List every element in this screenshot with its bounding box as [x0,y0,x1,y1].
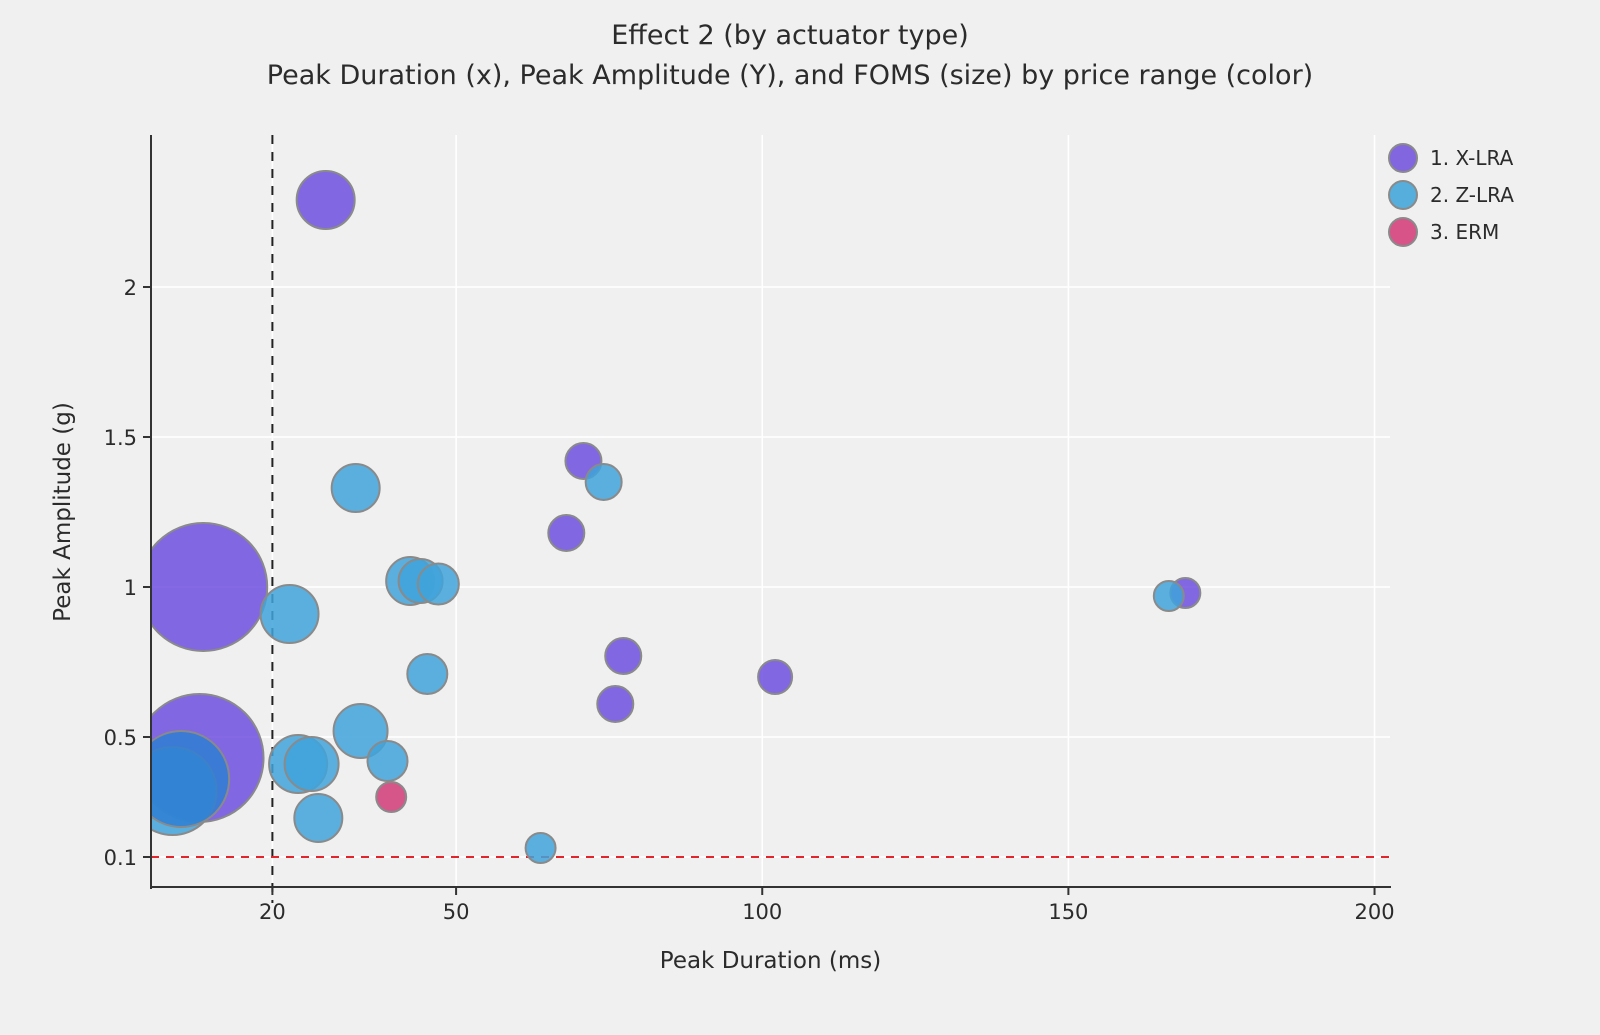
legend-swatch-x-lra [1388,142,1418,173]
x-tick-label: 200 [1354,900,1394,924]
y-tick-label: 0.5 [104,726,137,750]
bubble-z-lra[interactable] [293,793,344,843]
legend-label-z-lra: 2. Z-LRA [1430,182,1514,207]
bubble-z-lra[interactable] [406,653,449,695]
bubble-z-lra[interactable] [259,584,320,644]
x-tick-label: 150 [1048,900,1088,924]
bubble-z-lra[interactable] [366,740,409,782]
bubble-z-lra[interactable] [584,463,623,501]
bubble-x-lra[interactable] [139,522,269,652]
bubble-erm[interactable] [375,781,408,813]
bubble-group [133,170,1202,864]
bubble-z-lra[interactable] [332,703,389,759]
bubble-z-lra[interactable] [283,736,340,792]
y-tick-label: 1.5 [104,426,137,450]
legend-item-erm[interactable]: 3. ERM [1388,216,1514,247]
bubble-z-lra[interactable] [133,730,231,828]
chart-title-line1: Effect 2 (by actuator type) [611,20,969,51]
bubble-z-lra[interactable] [330,463,381,513]
bubble-z-lra[interactable] [1152,580,1185,612]
legend-item-z-lra[interactable]: 2. Z-LRA [1388,179,1514,210]
bubble-x-lra[interactable] [757,659,794,695]
chart-title: Effect 2 (by actuator type) Peak Duratio… [0,16,1580,96]
bubble-z-lra[interactable] [416,562,460,606]
legend-label-erm: 3. ERM [1430,219,1500,244]
legend-item-x-lra[interactable]: 1. X-LRA [1388,142,1514,173]
bubble-x-lra[interactable] [604,637,643,675]
y-tick-label: 0.1 [104,846,137,870]
x-axis-title: Peak Duration (ms) [659,948,882,974]
x-tick-label: 20 [259,900,286,924]
y-tick-label: 2 [124,276,137,300]
bubble-x-lra[interactable] [547,514,586,552]
legend-swatch-z-lra [1388,179,1418,210]
legend: 1. X-LRA 2. Z-LRA 3. ERM [1388,142,1514,247]
legend-label-x-lra: 1. X-LRA [1430,145,1514,170]
legend-swatch-erm [1388,216,1418,247]
x-tick-label: 50 [443,900,470,924]
bubble-z-lra[interactable] [524,832,557,864]
y-axis-title: Peak Amplitude (g) [50,402,76,622]
bubble-x-lra[interactable] [596,685,635,723]
bubble-x-lra[interactable] [295,170,356,230]
x-tick-label: 100 [742,900,782,924]
chart-title-line2: Peak Duration (x), Peak Amplitude (Y), a… [266,60,1314,91]
y-tick-label: 1 [124,576,137,600]
